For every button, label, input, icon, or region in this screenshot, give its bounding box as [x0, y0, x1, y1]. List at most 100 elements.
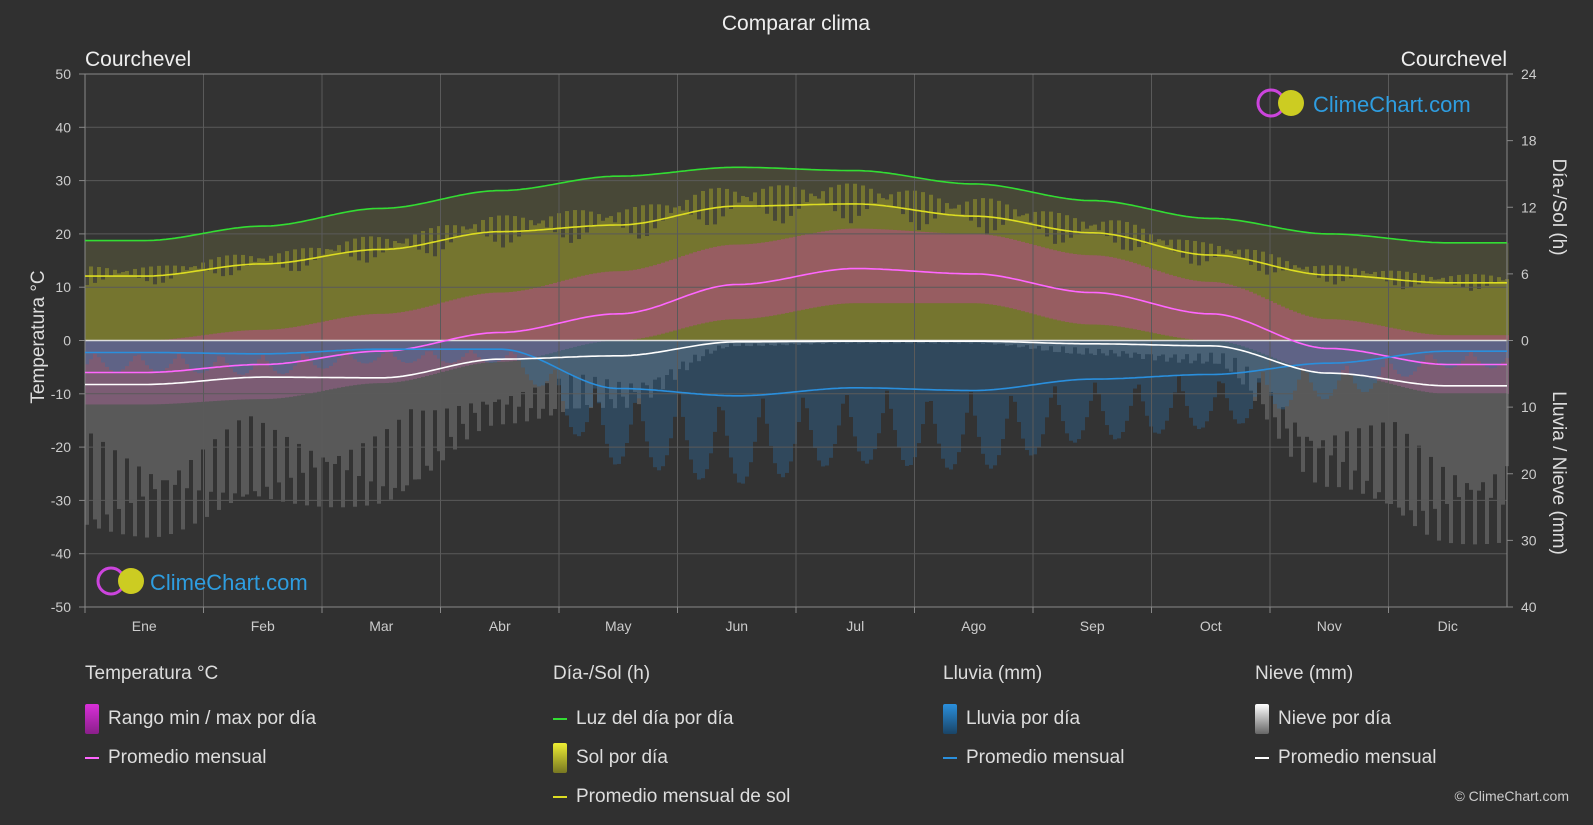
- sunshine-bar: [217, 257, 221, 341]
- snow-bar: [345, 340, 349, 471]
- rain-bar: [713, 340, 717, 432]
- temp-range-bar: [453, 299, 457, 369]
- rain-bar: [249, 340, 253, 370]
- snow-bar: [1161, 340, 1165, 355]
- y-right-top-tick-label: 6: [1521, 266, 1529, 282]
- sunshine-bar: [1193, 240, 1197, 341]
- temp-range-bar: [849, 228, 853, 304]
- legend-rain: Lluvia (mm) Lluvia por día Promedio mens…: [943, 663, 1124, 777]
- sunshine-bar: [277, 253, 281, 341]
- sunshine-bar: [1417, 284, 1421, 341]
- snow-bar: [613, 340, 617, 409]
- sunshine-bar: [105, 268, 109, 341]
- sunshine-bar: [153, 284, 157, 341]
- snow-bar: [1261, 340, 1265, 405]
- rain-bar: [1113, 340, 1117, 440]
- temp-range-bar: [1177, 277, 1181, 338]
- temp-range-bar: [681, 256, 685, 329]
- temp-range-bar: [321, 321, 325, 391]
- snow-bar: [809, 340, 813, 345]
- daylight-line: [85, 166, 1507, 244]
- snow-bar: [1277, 340, 1281, 439]
- rain-bar: [1469, 340, 1473, 352]
- sunshine-bar: [357, 260, 361, 341]
- sunshine-bar: [385, 238, 389, 341]
- sunshine-bar: [1029, 221, 1033, 341]
- temp-range-bar: [1117, 258, 1121, 327]
- sunshine-bar: [853, 183, 857, 341]
- legend-item: Lluvia por día: [943, 699, 1124, 738]
- snow-bar: [1369, 340, 1373, 426]
- temp-range-bar: [1001, 237, 1005, 307]
- rain-bar: [733, 340, 737, 474]
- rain-bar: [573, 340, 577, 435]
- x-tick-label: Sep: [1080, 618, 1105, 634]
- snow-bar: [421, 340, 425, 411]
- sunshine-bar: [573, 210, 577, 341]
- snow-bar: [1045, 340, 1049, 351]
- sunshine-bar: [1361, 270, 1365, 341]
- rain-bar: [1305, 340, 1309, 373]
- location-right: Courchevel: [1401, 48, 1507, 71]
- sunshine-bar: [849, 223, 853, 341]
- rain-bar: [761, 340, 765, 399]
- sunshine-bar: [1405, 271, 1409, 341]
- rain-bar: [905, 340, 909, 466]
- sunshine-bar: [429, 228, 433, 341]
- sunshine-bar: [1497, 277, 1501, 341]
- sunshine-bar: [329, 249, 333, 341]
- snow-bar: [477, 340, 481, 432]
- snow-bar: [1429, 340, 1433, 457]
- sunshine-bar: [129, 274, 133, 341]
- snow-bar: [1097, 340, 1101, 349]
- snow-bar: [333, 340, 337, 464]
- sunshine-bar: [1173, 251, 1177, 341]
- temp-range-bar: [549, 284, 553, 354]
- rain-bar: [1153, 340, 1157, 433]
- snow-bar: [1225, 340, 1229, 369]
- temp-range-bar: [1321, 318, 1325, 373]
- sunshine-bar: [793, 186, 797, 341]
- snow-bar: [429, 340, 433, 471]
- sunshine-bar: [1493, 282, 1497, 341]
- temp-range-bar: [845, 228, 849, 304]
- rain-bar: [841, 340, 845, 404]
- snow-bar: [1381, 340, 1385, 423]
- rain-bar: [233, 340, 237, 373]
- sunshine-bar: [545, 227, 549, 341]
- temp-range-bar: [957, 233, 961, 304]
- sunshine-bar: [149, 266, 153, 341]
- rain-bar: [149, 340, 153, 369]
- rain-bar: [121, 340, 125, 370]
- snow-bar: [1321, 340, 1325, 441]
- sunshine-bar: [813, 196, 817, 341]
- snow-bar: [1105, 340, 1109, 356]
- rain-bar: [1345, 340, 1349, 366]
- watermark-bottom: ClimeChart.com: [96, 566, 308, 596]
- rain-bar: [821, 340, 825, 467]
- temp-range-bar: [513, 291, 517, 361]
- sunshine-bar: [509, 242, 513, 341]
- temp-range-bar: [701, 249, 705, 324]
- rain-bar: [1409, 340, 1413, 375]
- rain-bar: [1077, 340, 1081, 440]
- temp-range-bar: [401, 311, 405, 382]
- temp-range-bar: [1389, 327, 1393, 384]
- snow-bar: [1501, 340, 1505, 505]
- snow-bar: [581, 340, 585, 375]
- rain-bar: [129, 340, 133, 362]
- y-left-tick-label: -30: [51, 492, 71, 508]
- rain-bar: [257, 340, 261, 360]
- temp-range-bar: [933, 232, 937, 304]
- sunshine-bar: [445, 225, 449, 341]
- temp-range-bar: [593, 273, 597, 343]
- sunshine-bar: [1421, 274, 1425, 341]
- rain-bar: [1041, 340, 1045, 435]
- temp-range-bar: [673, 258, 677, 331]
- sunshine-bar: [1317, 277, 1321, 341]
- temp-range-bar: [1245, 290, 1249, 348]
- sunshine-bar: [1061, 242, 1065, 341]
- snow-bar: [573, 340, 577, 409]
- temp-range-bar: [393, 313, 397, 383]
- sunshine-bar: [1461, 287, 1465, 341]
